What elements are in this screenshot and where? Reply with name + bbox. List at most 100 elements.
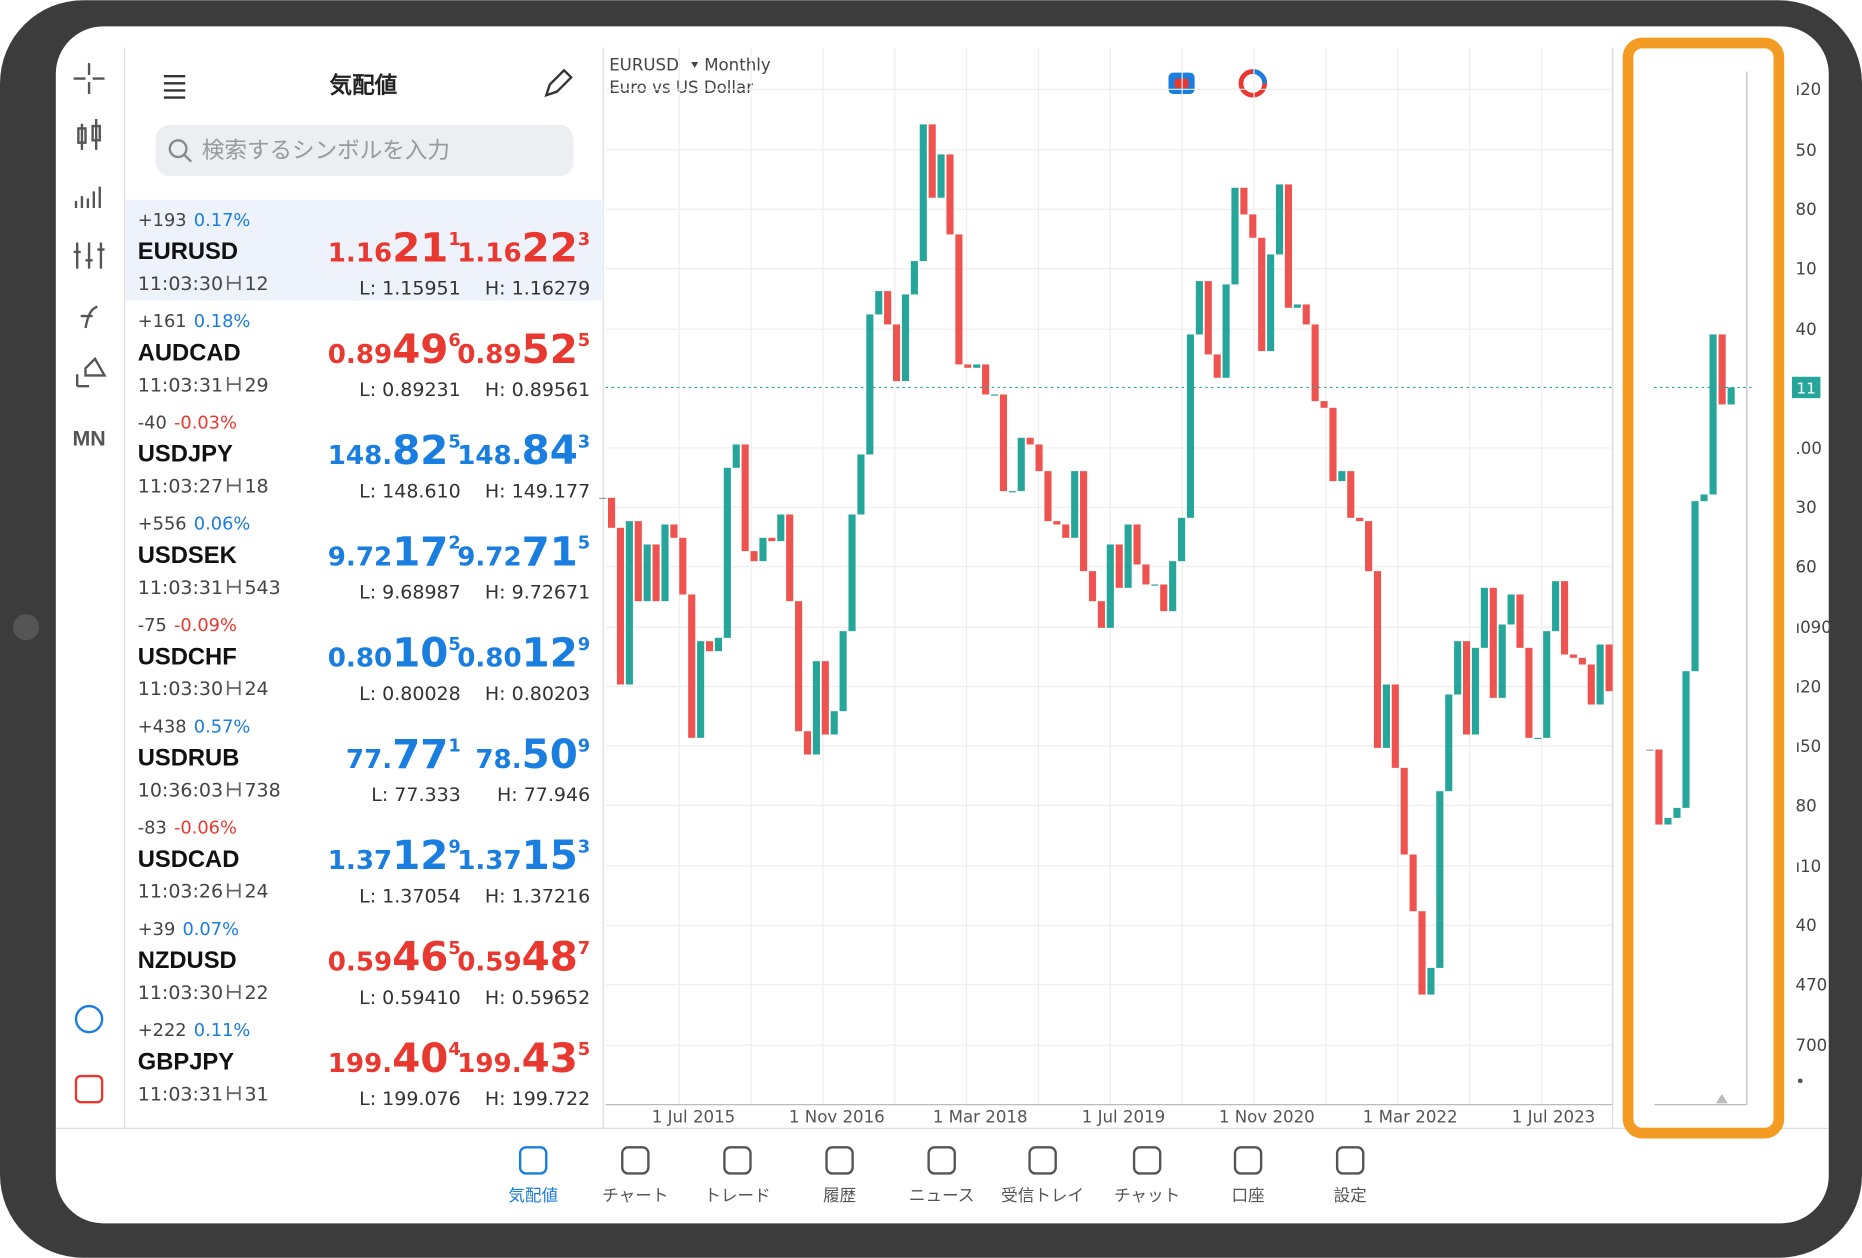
quote-row[interactable]: +438 0.57% USDRUB 10:36:03 738 77.771 L: 77.33… — [138, 716, 590, 806]
tab[interactable]: 受信トレイ — [1001, 1146, 1084, 1205]
tab-label: トレード — [704, 1186, 770, 1205]
candle — [857, 454, 865, 515]
change: -75 — [138, 615, 167, 636]
low-price: L: 148.610 — [359, 480, 461, 502]
tab[interactable]: ニュース — [909, 1146, 975, 1205]
tab-label: 口座 — [1231, 1186, 1264, 1205]
candle — [999, 394, 1007, 492]
high-price: H: 0.89561 — [485, 379, 590, 401]
change-pct: 0.11% — [194, 1020, 251, 1041]
spread-icon — [226, 680, 241, 696]
price-point: 3 — [578, 431, 590, 452]
candle — [1338, 471, 1346, 482]
price-prefix: 9.72 — [328, 542, 392, 572]
tab[interactable]: 口座 — [1231, 1146, 1265, 1205]
price-pips: 43 — [522, 1035, 578, 1082]
tab-icon — [825, 1146, 854, 1175]
change: +39 — [138, 919, 176, 940]
tab[interactable]: トレード — [704, 1146, 771, 1205]
candle — [688, 594, 696, 738]
chart-period: Monthly — [704, 55, 771, 74]
candle — [795, 601, 803, 732]
price-prefix: 0.59 — [457, 948, 521, 978]
tab[interactable]: チャート — [602, 1146, 668, 1205]
price-pips: 17 — [392, 528, 448, 575]
objects-icon[interactable] — [76, 356, 107, 388]
tab-label: ニュース — [909, 1186, 975, 1205]
candle — [1534, 737, 1542, 740]
tab[interactable]: 履歴 — [823, 1146, 856, 1205]
indicator-icon[interactable] — [74, 186, 101, 209]
period-button[interactable]: MN — [72, 427, 105, 451]
ask-price: 1.37153 — [457, 832, 590, 879]
tab[interactable]: チャット — [1114, 1146, 1180, 1205]
candle — [1329, 407, 1337, 482]
tab-label: 設定 — [1334, 1186, 1367, 1205]
highlight-box — [1622, 37, 1785, 1139]
price-prefix: 0.80 — [457, 644, 521, 674]
tab-label: 受信トレイ — [1001, 1186, 1084, 1205]
candle-icon[interactable] — [77, 118, 101, 150]
price-point: 9 — [578, 634, 590, 655]
x-tick-label: 1 Jul 2015 — [652, 1107, 735, 1126]
y-tick-label: 40 — [1796, 916, 1817, 935]
x-tick-label: 1 Mar 2022 — [1363, 1107, 1458, 1126]
spread: 31 — [244, 1083, 268, 1105]
candle — [1471, 647, 1480, 735]
candle — [1160, 584, 1168, 612]
candle — [1231, 187, 1239, 285]
low-price: L: 199.076 — [359, 1088, 461, 1110]
bid-price: 0.59465 — [328, 934, 461, 981]
candle — [1480, 587, 1488, 648]
price-pips: 52 — [522, 326, 578, 373]
high-price: H: 0.80203 — [485, 683, 590, 705]
time: 11:03:30 — [138, 273, 223, 295]
candle — [1088, 571, 1097, 602]
tab[interactable]: 気配値 — [508, 1146, 558, 1205]
edit-icon[interactable] — [544, 68, 573, 98]
y-tick-label: 40 — [1796, 320, 1817, 339]
high-price: H: 199.722 — [485, 1088, 590, 1110]
candle — [1578, 657, 1586, 665]
spread-icon — [226, 377, 241, 392]
price-point: 5 — [448, 431, 460, 452]
candle — [1646, 749, 1654, 751]
dropdown-arrow[interactable] — [691, 61, 699, 68]
change: +161 — [138, 311, 187, 332]
candle — [1311, 324, 1319, 402]
price-prefix: 0.59 — [328, 948, 392, 978]
list-icon[interactable] — [163, 75, 186, 99]
low-price: L: 9.68987 — [359, 582, 461, 604]
function-icon[interactable] — [80, 305, 98, 329]
settings-icon[interactable] — [73, 242, 105, 269]
candle — [821, 661, 829, 735]
candle — [1727, 387, 1735, 405]
candle — [1552, 581, 1560, 632]
scroll-marker[interactable] — [1715, 1093, 1728, 1104]
candle — [1133, 524, 1141, 565]
price-prefix: 148. — [328, 441, 392, 471]
crosshair-icon[interactable] — [73, 63, 105, 95]
spread-icon — [226, 883, 241, 898]
spread-icon — [226, 782, 241, 797]
candle — [1302, 304, 1310, 325]
symbol: EURUSD — [138, 238, 238, 265]
trade-icon[interactable] — [74, 1074, 104, 1104]
candle — [1587, 664, 1595, 705]
price-prefix: 1.16 — [328, 238, 392, 268]
tab[interactable]: 設定 — [1334, 1146, 1367, 1205]
high-price: H: 149.177 — [485, 480, 590, 502]
candle — [625, 521, 633, 685]
search-placeholder[interactable]: 検索するシンボルを入力 — [202, 138, 450, 164]
low-price: L: 0.89231 — [359, 379, 461, 401]
signal-icon[interactable] — [74, 1004, 104, 1034]
search-box[interactable] — [155, 124, 574, 176]
